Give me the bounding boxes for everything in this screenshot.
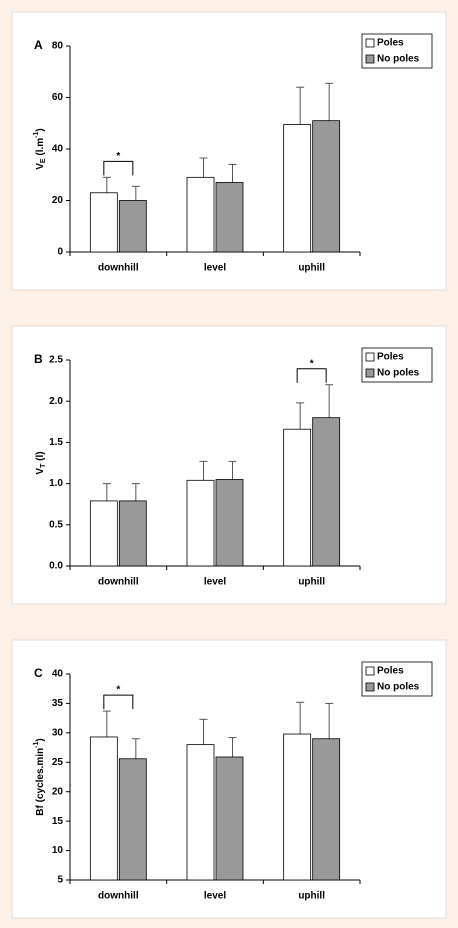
- x-tick-label: downhill: [98, 263, 139, 274]
- y-tick-label: 1.5: [49, 437, 63, 448]
- bar: [215, 182, 244, 253]
- significance-bracket: [296, 368, 327, 383]
- x-tick-label: uphill: [298, 263, 325, 274]
- panel-label: C: [34, 666, 43, 680]
- legend-label: No poles: [377, 368, 420, 379]
- legend-swatch: [365, 54, 375, 64]
- y-axis-label-part: Bf (cycles.min: [35, 748, 46, 816]
- y-axis-label-part: T: [40, 463, 47, 468]
- legend-swatch: [365, 682, 375, 692]
- significance-label: *: [116, 151, 120, 162]
- bar: [312, 120, 341, 253]
- y-tick-label: 2.5: [49, 355, 63, 366]
- y-tick-label: 0.5: [49, 519, 63, 530]
- panel-label: B: [34, 352, 43, 366]
- bar: [215, 756, 244, 881]
- y-axis-label-part: V: [35, 468, 46, 475]
- y-tick-label: 20: [52, 786, 64, 797]
- bar: [283, 428, 312, 567]
- y-axis-label: VE (l.m-1): [33, 128, 47, 169]
- legend-swatch: [365, 38, 375, 48]
- y-tick-label: 30: [52, 727, 64, 738]
- bar: [312, 738, 341, 881]
- y-tick-label: 10: [52, 845, 64, 856]
- significance-bracket: [103, 694, 134, 710]
- bar: [186, 744, 215, 881]
- significance-label: *: [116, 685, 120, 696]
- legend-label: No poles: [377, 682, 420, 693]
- y-axis-label-part: E: [40, 158, 47, 163]
- y-tick-label: 35: [52, 698, 64, 709]
- y-axis-label-part: (l): [35, 451, 46, 463]
- x-tick-label: level: [204, 891, 226, 902]
- y-axis-label: Bf (cycles.min-1): [33, 738, 45, 815]
- x-tick-label: level: [204, 577, 226, 588]
- bar: [89, 736, 118, 881]
- legend-swatch: [365, 666, 375, 676]
- legend-label: Poles: [377, 666, 404, 677]
- y-tick-label: 15: [52, 816, 64, 827]
- y-axis-label-part: -1: [33, 132, 40, 138]
- y-tick-label: 0.0: [49, 561, 63, 572]
- y-axis-label-part: ): [35, 128, 46, 131]
- y-axis-label-part: (l.m: [35, 138, 46, 159]
- legend-swatch: [365, 368, 375, 378]
- bar: [118, 200, 147, 253]
- bar: [312, 417, 341, 567]
- legend-label: No poles: [377, 54, 420, 65]
- x-tick-label: downhill: [98, 891, 139, 902]
- bar: [89, 192, 118, 253]
- y-axis-label: VT (l): [35, 451, 48, 474]
- bar: [118, 500, 147, 567]
- y-axis-label-part: V: [35, 163, 46, 170]
- panel-label: A: [34, 38, 43, 52]
- legend-label: Poles: [377, 352, 404, 363]
- x-tick-label: downhill: [98, 577, 139, 588]
- y-tick-label: 0: [57, 247, 63, 258]
- y-tick-label: 80: [52, 41, 64, 52]
- x-tick-label: uphill: [298, 891, 325, 902]
- bar: [186, 479, 215, 567]
- bar: [215, 479, 244, 567]
- y-tick-label: 20: [52, 195, 64, 206]
- bar: [283, 124, 312, 253]
- y-tick-label: 5: [57, 875, 63, 886]
- x-tick-label: level: [204, 263, 226, 274]
- bar: [89, 500, 118, 567]
- y-tick-label: 2.0: [49, 396, 63, 407]
- bar: [283, 733, 312, 881]
- legend-swatch: [365, 352, 375, 362]
- bar: [186, 176, 215, 253]
- significance-bracket: [103, 160, 134, 176]
- y-tick-label: 40: [52, 144, 64, 155]
- y-tick-label: 60: [52, 92, 64, 103]
- significance-label: *: [310, 358, 314, 369]
- y-axis-label-part: -1: [33, 742, 40, 748]
- x-tick-label: uphill: [298, 577, 325, 588]
- y-tick-label: 25: [52, 757, 64, 768]
- y-tick-label: 40: [52, 669, 64, 680]
- legend-label: Poles: [377, 38, 404, 49]
- y-tick-label: 1.0: [49, 478, 63, 489]
- bar: [118, 758, 147, 881]
- y-axis-label-part: ): [35, 738, 46, 741]
